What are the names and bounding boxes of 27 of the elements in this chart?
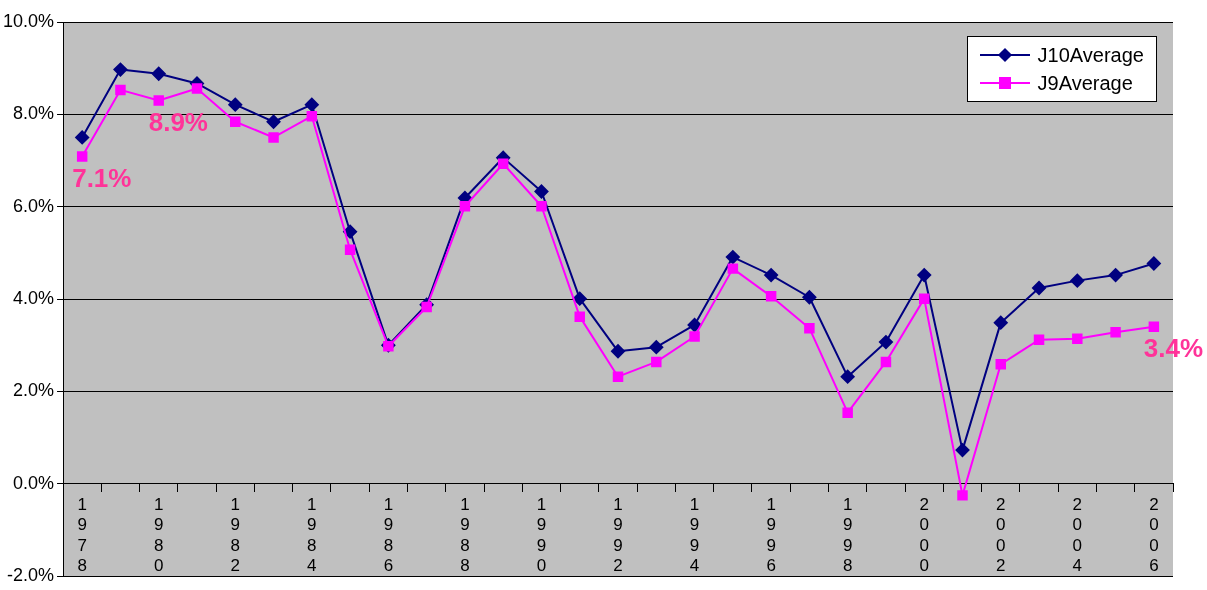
x-tick-label: 1980: [153, 494, 164, 575]
x-tick-label: 1984: [307, 494, 317, 575]
x-tick-label: 1988: [460, 494, 470, 575]
x-tick-label: 2006: [1149, 494, 1159, 575]
x-tick-label: 1994: [689, 494, 700, 575]
x-tick-label: 2004: [1072, 494, 1083, 575]
x-tick-label: 1996: [766, 494, 776, 575]
x-tick-label: 1990: [536, 494, 547, 575]
y-tick-label: 10.0%: [2, 10, 55, 31]
legend-label: J10Average: [1037, 43, 1144, 67]
y-tick-label: 0.0%: [13, 472, 55, 493]
y-tick-label: 2.0%: [13, 380, 55, 401]
y-tick-label: 4.0%: [13, 288, 55, 309]
x-tick-label: 2002: [996, 494, 1006, 575]
x-tick-label: 1998: [842, 494, 853, 575]
x-tick-label: 2000: [919, 494, 929, 575]
legend-label: J9Average: [1037, 71, 1133, 95]
y-tick-label: 8.0%: [13, 103, 55, 124]
x-tick-label: 1986: [383, 494, 394, 575]
y-tick-label: -2.0%: [7, 565, 55, 586]
x-tick-label: 1992: [613, 494, 623, 575]
annotation: 8.9%: [148, 106, 208, 137]
annotation: 3.4%: [1143, 332, 1204, 363]
x-tick-label: 1982: [230, 494, 241, 575]
y-tick-label: 6.0%: [13, 195, 55, 216]
annotation: 7.1%: [72, 162, 132, 193]
x-tick-label: 1978: [77, 494, 87, 575]
